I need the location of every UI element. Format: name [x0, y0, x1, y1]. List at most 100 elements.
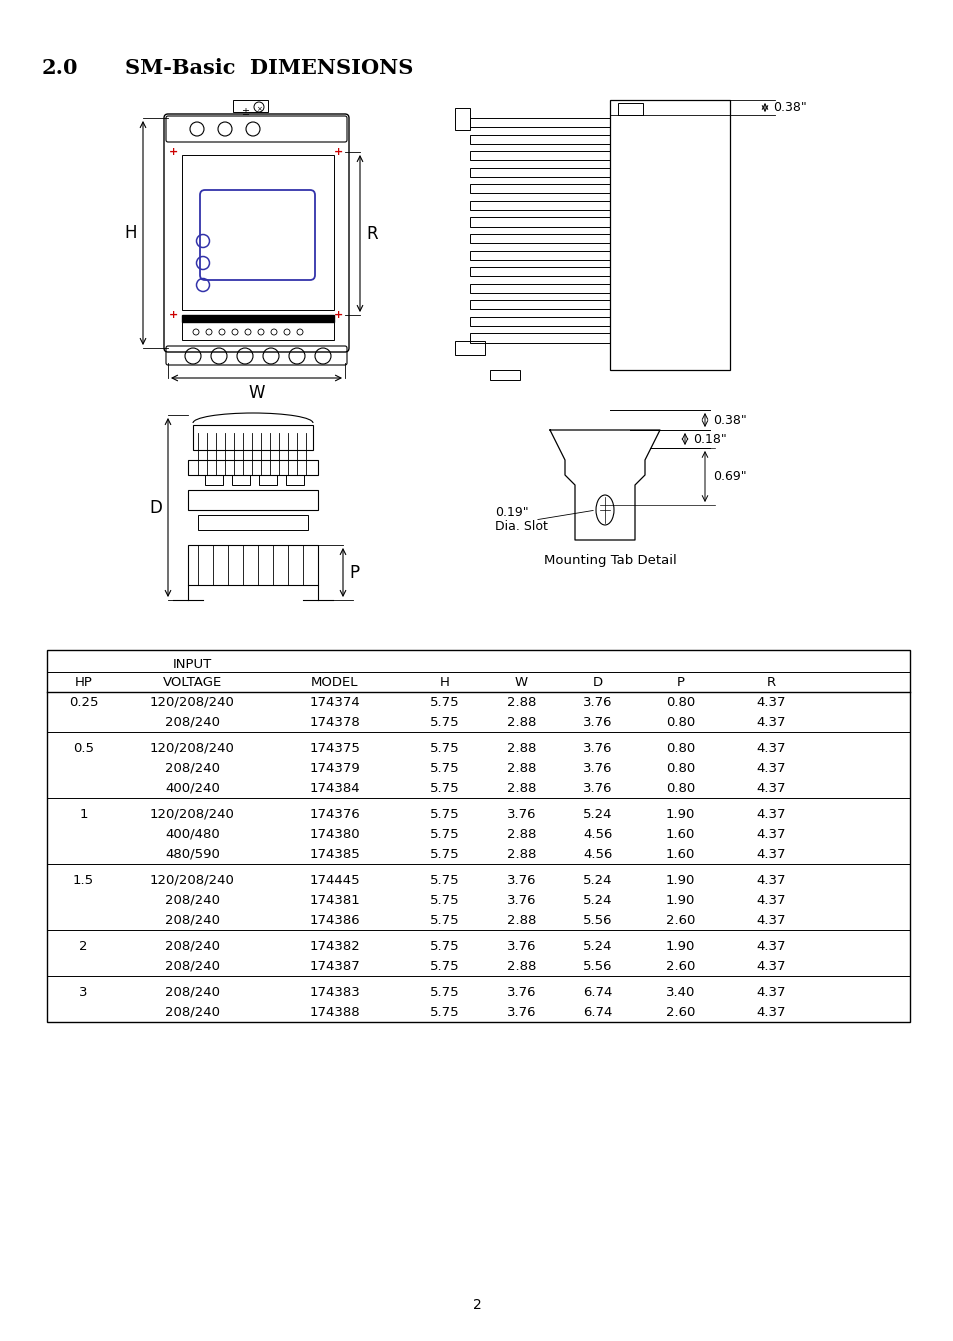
Text: 208/240: 208/240 — [165, 716, 220, 728]
Text: 3.76: 3.76 — [506, 873, 536, 886]
Text: INPUT: INPUT — [172, 657, 212, 670]
Bar — [470, 251, 609, 260]
Text: 2.88: 2.88 — [506, 696, 536, 708]
Bar — [188, 460, 317, 475]
Text: 3.76: 3.76 — [506, 986, 536, 999]
Text: 4.56: 4.56 — [582, 827, 612, 841]
Text: 2.88: 2.88 — [506, 762, 536, 775]
Text: 4.37: 4.37 — [756, 827, 785, 841]
Text: 4.37: 4.37 — [756, 696, 785, 708]
Text: 0.18": 0.18" — [692, 433, 726, 445]
Text: 3.76: 3.76 — [582, 742, 612, 755]
Text: 174382: 174382 — [310, 940, 360, 952]
Text: 120/208/240: 120/208/240 — [150, 873, 234, 886]
Text: 4.37: 4.37 — [756, 873, 785, 886]
Text: 4.37: 4.37 — [756, 1006, 785, 1019]
Text: 3.76: 3.76 — [582, 782, 612, 794]
Text: 208/240: 208/240 — [165, 986, 220, 999]
Text: 3.76: 3.76 — [506, 1006, 536, 1019]
Text: D: D — [593, 676, 602, 688]
Bar — [188, 489, 317, 510]
Text: 174385: 174385 — [310, 848, 360, 861]
Bar — [470, 168, 609, 177]
Bar — [182, 315, 334, 322]
Text: 3.76: 3.76 — [506, 893, 536, 907]
Text: 0.5: 0.5 — [73, 742, 94, 755]
Text: P: P — [349, 563, 358, 582]
Text: 3.76: 3.76 — [506, 807, 536, 821]
Text: 2.60: 2.60 — [665, 1006, 695, 1019]
Text: 0.80: 0.80 — [665, 782, 695, 794]
Text: 4.37: 4.37 — [756, 986, 785, 999]
Text: 5.56: 5.56 — [582, 960, 612, 972]
Text: 5.75: 5.75 — [430, 986, 459, 999]
Text: 6.74: 6.74 — [582, 1006, 612, 1019]
Bar — [618, 103, 642, 115]
Text: 400/240: 400/240 — [165, 782, 220, 794]
Bar — [286, 475, 304, 485]
Bar — [470, 300, 609, 310]
Text: 5.24: 5.24 — [582, 893, 612, 907]
Bar — [258, 475, 276, 485]
Bar — [182, 322, 334, 341]
Text: 2: 2 — [79, 940, 88, 952]
Text: R: R — [366, 224, 377, 243]
Bar — [470, 217, 609, 227]
Text: 174386: 174386 — [310, 913, 360, 927]
Text: H: H — [439, 676, 450, 688]
Text: ±: ± — [241, 107, 249, 117]
Bar — [470, 284, 609, 292]
Text: 0.80: 0.80 — [665, 716, 695, 728]
Text: 5.75: 5.75 — [430, 913, 459, 927]
Text: 0.19": 0.19" — [495, 506, 528, 519]
Text: 4.37: 4.37 — [756, 782, 785, 794]
Text: 2.88: 2.88 — [506, 742, 536, 755]
Text: 4.37: 4.37 — [756, 716, 785, 728]
Text: 174384: 174384 — [310, 782, 360, 794]
Text: 174381: 174381 — [310, 893, 360, 907]
Text: Mounting Tab Detail: Mounting Tab Detail — [543, 554, 676, 566]
Bar — [182, 156, 334, 310]
Text: 174383: 174383 — [310, 986, 360, 999]
Text: 208/240: 208/240 — [165, 913, 220, 927]
Text: W: W — [515, 676, 528, 688]
Text: 6.74: 6.74 — [582, 986, 612, 999]
Text: 2: 2 — [472, 1298, 481, 1311]
Text: 5.75: 5.75 — [430, 848, 459, 861]
Text: D: D — [149, 499, 162, 516]
Text: 4.37: 4.37 — [756, 807, 785, 821]
Text: 5.75: 5.75 — [430, 696, 459, 708]
Text: 3: 3 — [79, 986, 88, 999]
Bar — [470, 184, 609, 193]
Text: 0.38": 0.38" — [772, 101, 806, 114]
Text: 174387: 174387 — [310, 960, 360, 972]
Text: 2.88: 2.88 — [506, 716, 536, 728]
Text: 120/208/240: 120/208/240 — [150, 742, 234, 755]
Text: 174380: 174380 — [310, 827, 360, 841]
Text: 2.88: 2.88 — [506, 827, 536, 841]
Text: 5.56: 5.56 — [582, 913, 612, 927]
Text: 5.75: 5.75 — [430, 960, 459, 972]
Text: 5.75: 5.75 — [430, 762, 459, 775]
Text: 120/208/240: 120/208/240 — [150, 696, 234, 708]
Bar — [47, 650, 909, 1022]
Text: 0.38": 0.38" — [712, 413, 746, 426]
Text: ×: × — [255, 106, 262, 113]
Bar — [609, 101, 729, 370]
Text: 4.37: 4.37 — [756, 913, 785, 927]
Text: R: R — [766, 676, 775, 688]
Text: 2.60: 2.60 — [665, 960, 695, 972]
Text: 2.0: 2.0 — [42, 58, 78, 78]
Text: 0.80: 0.80 — [665, 742, 695, 755]
Text: 5.75: 5.75 — [430, 716, 459, 728]
Text: 1.60: 1.60 — [665, 848, 695, 861]
Bar — [470, 233, 609, 243]
Text: 3.76: 3.76 — [582, 762, 612, 775]
Text: 0.25: 0.25 — [69, 696, 98, 708]
Text: +: + — [170, 148, 178, 157]
Text: 400/480: 400/480 — [165, 827, 219, 841]
Text: MODEL: MODEL — [311, 676, 358, 688]
Text: 208/240: 208/240 — [165, 762, 220, 775]
Text: 5.75: 5.75 — [430, 807, 459, 821]
Text: 1.5: 1.5 — [72, 873, 94, 886]
